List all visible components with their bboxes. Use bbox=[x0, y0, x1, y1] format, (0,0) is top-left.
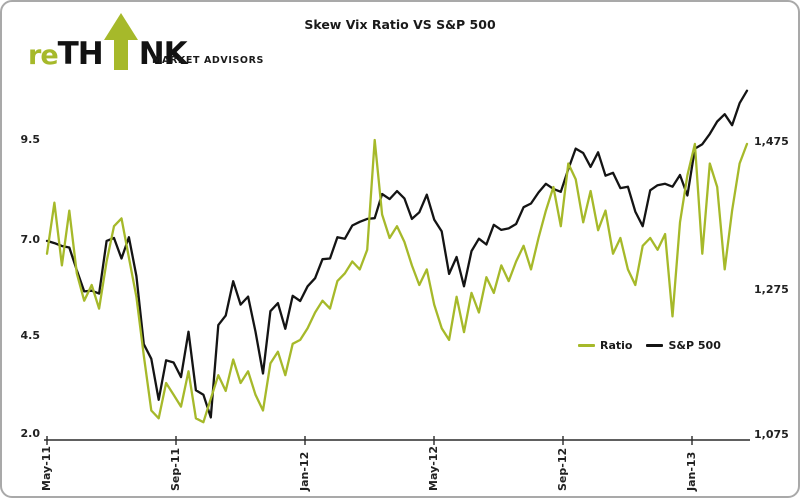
legend-label-ratio: Ratio bbox=[600, 339, 633, 352]
legend-item-sp500: S&P 500 bbox=[646, 339, 721, 352]
left-axis-tick: 7.0 bbox=[20, 233, 41, 246]
up-arrow-icon bbox=[103, 13, 138, 70]
right-axis-tick: 1,275 bbox=[754, 283, 789, 296]
x-axis-tick: May-12 bbox=[427, 445, 440, 491]
x-axis-tick: Jan-13 bbox=[685, 451, 698, 491]
x-axis bbox=[44, 436, 750, 445]
x-axis-tick: Sep-11 bbox=[169, 447, 182, 491]
x-axis-tick: May-11 bbox=[40, 445, 53, 491]
x-axis-tick: Jan-12 bbox=[298, 451, 311, 491]
rethink-logo: re TH NK bbox=[28, 10, 188, 72]
sp500-line-swatch bbox=[646, 344, 664, 347]
left-axis-tick: 4.5 bbox=[20, 329, 41, 342]
ratio-line-swatch bbox=[578, 344, 595, 347]
logo-re-text: re bbox=[28, 40, 59, 71]
sp500-line bbox=[45, 89, 749, 419]
ratio-line bbox=[45, 138, 749, 424]
chart-legend: Ratio S&P 500 bbox=[578, 339, 729, 352]
x-axis-ticks bbox=[46, 436, 693, 445]
left-axis-tick: 2.0 bbox=[20, 427, 41, 440]
chart-title: Skew Vix Ratio VS S&P 500 bbox=[304, 17, 496, 32]
x-axis-tick: Sep-12 bbox=[556, 447, 569, 491]
right-axis-tick: 1,475 bbox=[754, 135, 789, 148]
legend-item-ratio: Ratio bbox=[578, 339, 632, 352]
right-axis-tick: 1,075 bbox=[754, 428, 789, 441]
left-axis-tick: 9.5 bbox=[20, 133, 41, 146]
logo-th-text: TH bbox=[57, 36, 104, 72]
legend-label-sp500: S&P 500 bbox=[668, 339, 721, 352]
logo-tagline: MARKET ADVISORS bbox=[152, 55, 264, 66]
logo-nk-text: NK bbox=[138, 36, 188, 72]
